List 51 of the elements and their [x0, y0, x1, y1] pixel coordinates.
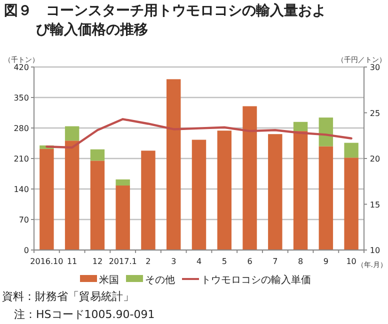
y-tick-label: 0 [24, 246, 29, 255]
legend-label: その他 [145, 274, 175, 286]
bar [318, 146, 334, 250]
chart-title: 図９ コーンスターチ用トウモロコシの輸入量および輸入価格の推移 [4, 2, 327, 40]
x-tick-label: 3 [171, 257, 176, 266]
bar [318, 118, 334, 146]
y2-tick-label: 20 [370, 154, 380, 164]
legend-label: トウモロコシの輸入単価 [201, 274, 311, 286]
bar [40, 148, 54, 250]
y-tick-label: 140 [14, 185, 29, 194]
bar [90, 160, 105, 250]
x-tick-label: 11 [66, 257, 78, 266]
x-tick-label: 5 [222, 257, 227, 266]
bar [64, 140, 80, 250]
y2-tick-label: 25 [370, 108, 380, 118]
x-tick-label: 7 [272, 257, 278, 266]
x-tick-label: 10 [346, 257, 356, 266]
bar [242, 106, 257, 250]
bar [141, 150, 156, 250]
y2-tick-label: 30 [370, 63, 380, 72]
y-tick-label: 350 [14, 94, 29, 102]
bar [64, 126, 80, 141]
bar [116, 179, 130, 186]
y2-tick-label: 15 [370, 200, 380, 210]
x-tick-label: 6 [247, 257, 252, 266]
x-tick-label: 2016.10 [30, 257, 64, 266]
x-tick-label: 2017.1 [108, 257, 137, 266]
y-tick-label: 70 [18, 216, 29, 224]
bar [293, 131, 308, 250]
legend-label: 米国 [99, 274, 119, 286]
line-series [46, 118, 352, 149]
bar [217, 130, 232, 250]
x-tick-label: 4 [196, 257, 202, 266]
x-tick-label: 2 [146, 257, 151, 266]
y2-tick-label: 10 [370, 246, 380, 255]
text: 注：HSコード1005.90-091 [14, 308, 155, 321]
bar [166, 79, 181, 250]
bar [116, 186, 130, 250]
text: 資料：財務省「貿易統計」 [2, 290, 134, 303]
y-tick-label: 280 [14, 124, 29, 133]
bar [90, 149, 105, 161]
x-tick-label: 12 [92, 257, 103, 266]
x-tick-label: 9 [323, 257, 328, 266]
bar [344, 158, 358, 250]
bar [344, 142, 358, 158]
x-tick-label: 8 [298, 257, 304, 266]
y-tick-label: 210 [14, 154, 29, 164]
bar [293, 122, 308, 132]
bar [192, 140, 206, 250]
y-tick-label: 420 [14, 63, 29, 72]
bar [268, 134, 282, 250]
